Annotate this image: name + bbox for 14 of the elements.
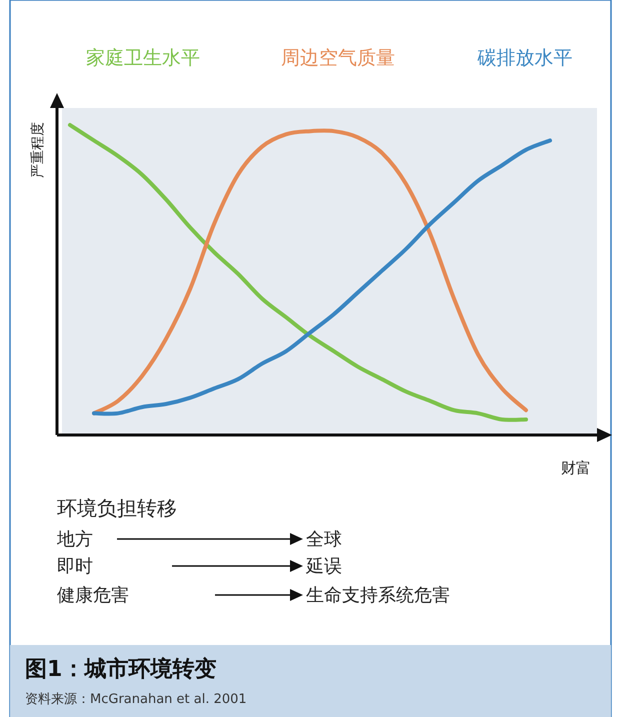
text: 即时: [57, 556, 93, 577]
text: 图1：城市环境转变: [25, 656, 216, 682]
y-axis-title: 严重程度: [30, 122, 46, 178]
text: 延误: [305, 556, 342, 577]
text: 周边空气质量: [281, 47, 395, 69]
x-axis-title: 财富: [561, 459, 591, 477]
text: 地方: [56, 529, 93, 550]
text: 家庭卫生水平: [86, 47, 200, 69]
text: 生命支持系统危害: [306, 585, 450, 606]
text: 环境负担转移: [57, 496, 177, 520]
text: 全球: [306, 529, 342, 550]
text: 健康危害: [57, 585, 129, 606]
text: 资料来源：McGranahan et al. 2001: [25, 692, 247, 707]
text: 碳排放水平: [476, 47, 572, 69]
